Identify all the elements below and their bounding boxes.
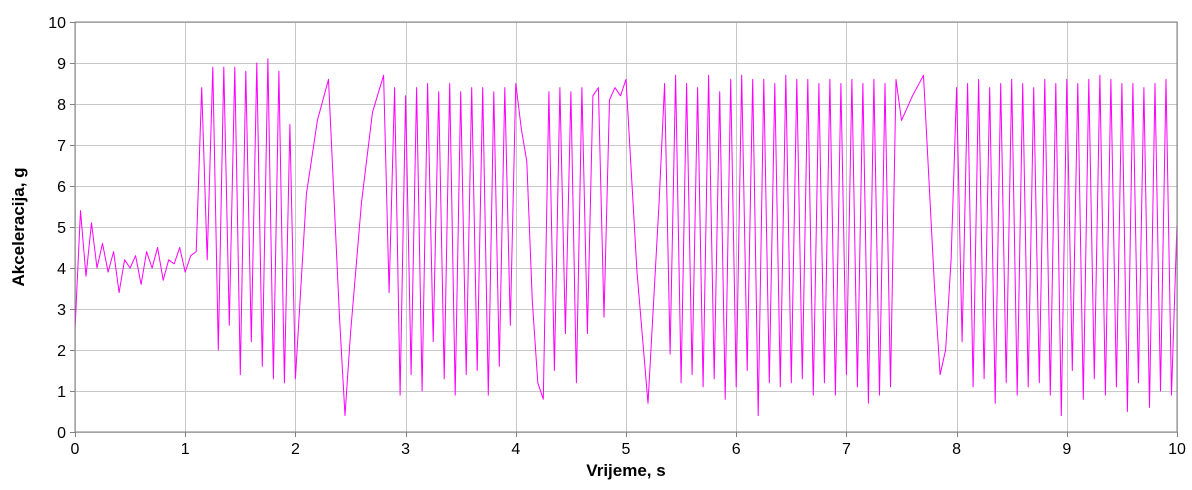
y-tick-label: 6: [57, 179, 66, 196]
series-line-0: [74, 58, 1178, 417]
y-tick-label: 4: [57, 261, 66, 278]
x-tick-label: 5: [622, 441, 631, 458]
x-axis-ticks: 0 1 2 3 4 5 6 7 8 9 10: [71, 432, 1186, 458]
y-tick-label: 9: [57, 56, 66, 73]
x-tick-label: 1: [181, 441, 190, 458]
x-tick-label: 7: [842, 441, 851, 458]
y-axis-title: Akceleracija, g: [9, 167, 28, 286]
x-tick-label: 9: [1062, 441, 1071, 458]
y-tick-label: 0: [57, 425, 66, 442]
series-layer: [74, 58, 1178, 417]
y-tick-label: 7: [57, 138, 66, 155]
y-tick-label: 1: [57, 384, 66, 401]
x-tick-label: 10: [1168, 441, 1186, 458]
y-tick-label: 10: [48, 15, 66, 32]
y-tick-label: 8: [57, 97, 66, 114]
y-tick-label: 5: [57, 220, 66, 237]
x-tick-label: 6: [732, 441, 741, 458]
x-axis-title: Vrijeme, s: [586, 461, 665, 480]
y-tick-label: 3: [57, 302, 66, 319]
y-tick-label: 2: [57, 343, 66, 360]
x-tick-label: 8: [952, 441, 961, 458]
y-axis-ticks: 0 1 2 3 4 5 6 7 8 9 10: [48, 15, 75, 442]
x-tick-label: 3: [401, 441, 410, 458]
x-tick-label: 0: [71, 441, 80, 458]
x-tick-label: 2: [291, 441, 300, 458]
x-tick-label: 4: [511, 441, 520, 458]
